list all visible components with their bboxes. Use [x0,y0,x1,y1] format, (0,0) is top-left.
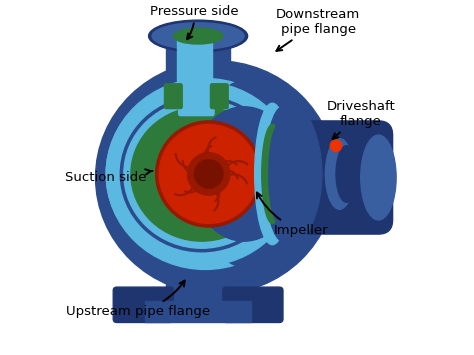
FancyBboxPatch shape [210,84,228,109]
Ellipse shape [188,153,230,195]
Ellipse shape [106,82,297,266]
Ellipse shape [96,61,336,294]
Ellipse shape [336,146,357,202]
Bar [166,248,230,305]
Ellipse shape [361,135,396,220]
Ellipse shape [194,160,223,188]
Ellipse shape [173,28,223,44]
Ellipse shape [265,107,301,241]
Text: Impeller: Impeller [257,192,328,237]
Ellipse shape [152,23,244,49]
FancyBboxPatch shape [164,84,182,109]
Ellipse shape [159,125,258,223]
Circle shape [330,140,342,151]
Bar [166,36,230,93]
FancyBboxPatch shape [113,287,173,322]
Ellipse shape [131,107,273,241]
Ellipse shape [188,78,322,269]
Text: Suction side: Suction side [65,169,153,184]
Bar [177,36,212,107]
Text: Driveshaft
flange: Driveshaft flange [327,100,395,139]
Ellipse shape [269,125,290,223]
Ellipse shape [124,100,280,248]
Bar [145,301,251,322]
Ellipse shape [326,138,354,209]
Text: Upstream pipe flange: Upstream pipe flange [66,280,210,318]
Ellipse shape [191,107,297,241]
FancyBboxPatch shape [179,84,214,116]
Ellipse shape [120,96,283,252]
Ellipse shape [262,125,283,223]
Text: Pressure side: Pressure side [150,5,239,39]
FancyBboxPatch shape [286,121,392,234]
FancyBboxPatch shape [223,287,283,322]
Text: Downstream
pipe flange: Downstream pipe flange [276,8,360,51]
Ellipse shape [148,20,247,52]
Ellipse shape [255,103,290,245]
Ellipse shape [106,78,304,269]
Ellipse shape [155,121,262,227]
